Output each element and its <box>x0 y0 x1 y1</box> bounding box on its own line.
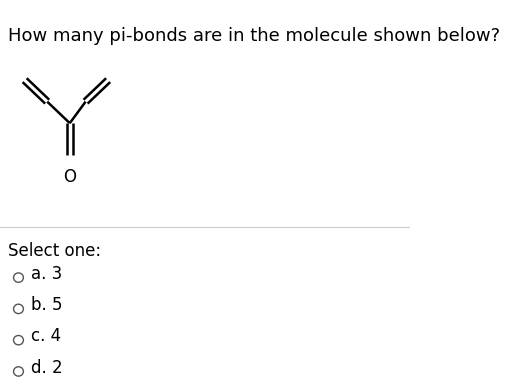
Text: d. 2: d. 2 <box>31 359 63 377</box>
Text: O: O <box>63 168 76 186</box>
Text: c. 4: c. 4 <box>31 327 61 345</box>
Text: Select one:: Select one: <box>8 242 102 260</box>
Text: a. 3: a. 3 <box>31 265 62 283</box>
Text: b. 5: b. 5 <box>31 296 62 314</box>
Text: How many pi-bonds are in the molecule shown below?: How many pi-bonds are in the molecule sh… <box>8 27 500 45</box>
